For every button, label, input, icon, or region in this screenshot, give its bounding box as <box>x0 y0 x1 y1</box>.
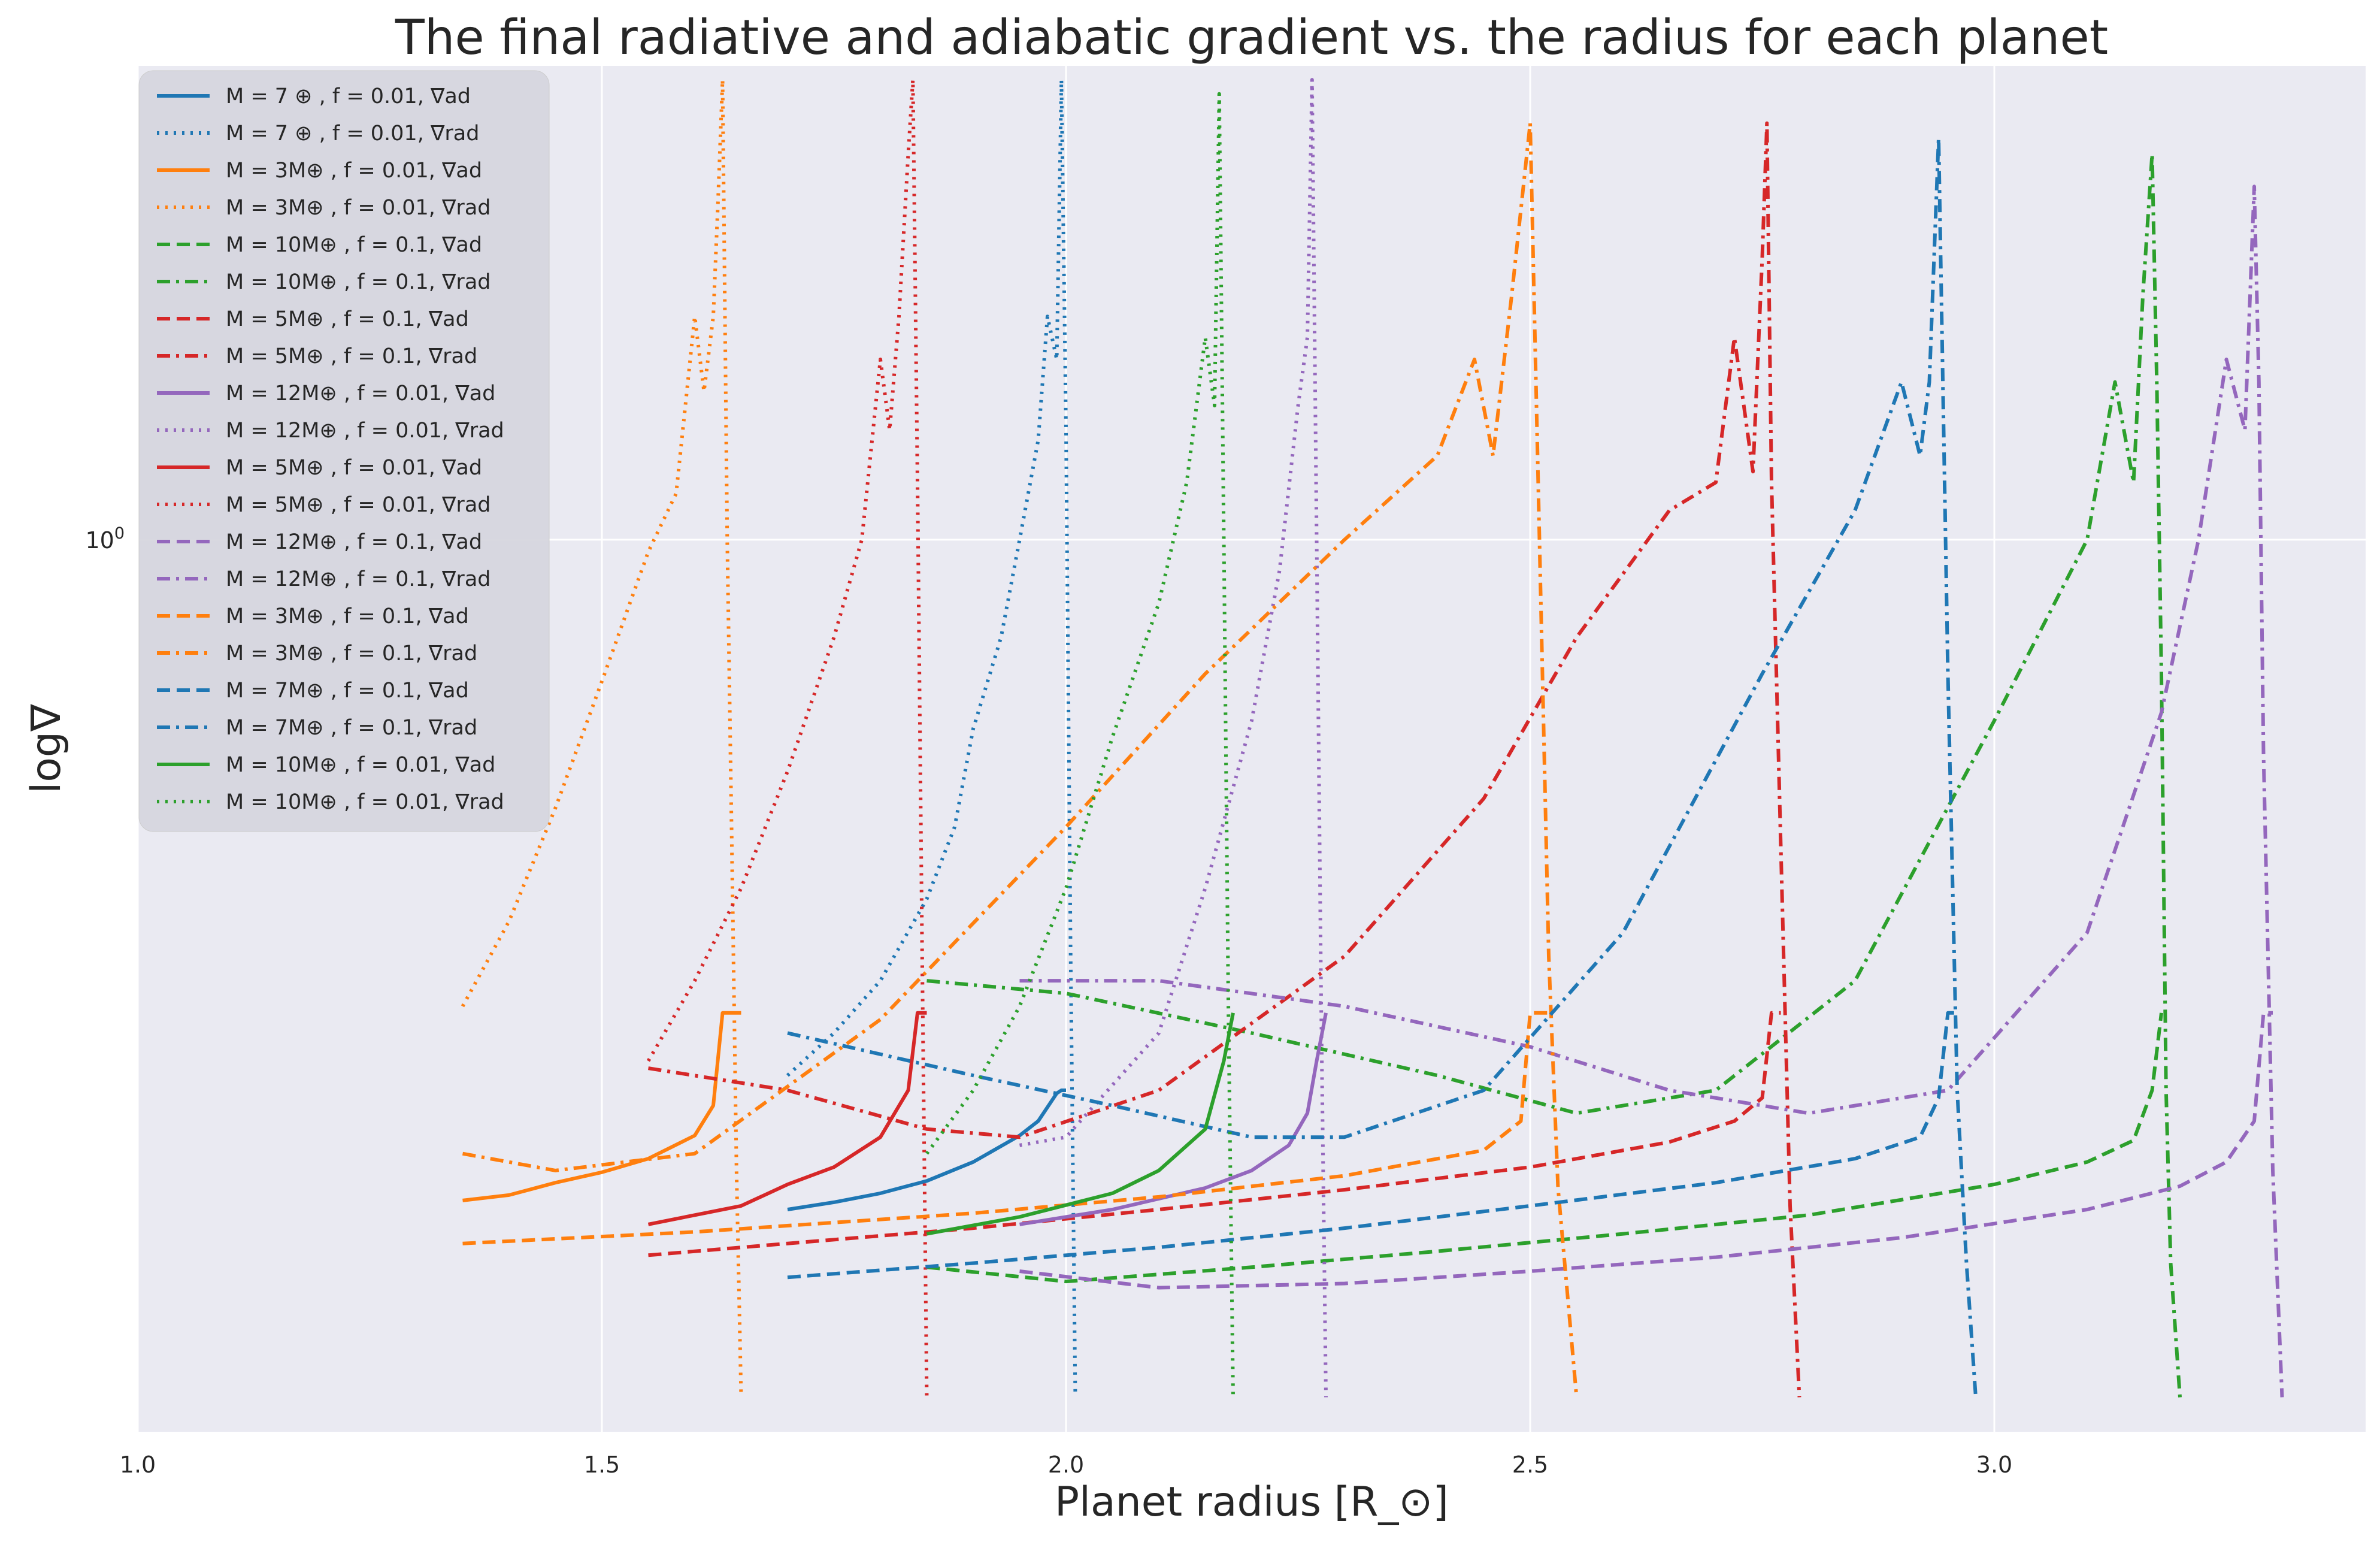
legend-entry: M = 10M⊕ , f = 0.01, ∇rad <box>226 790 504 814</box>
legend-entry: M = 12M⊕ , f = 0.1, ∇ad <box>226 530 482 554</box>
series-line <box>787 1011 1957 1280</box>
series-line <box>462 1011 741 1202</box>
legend-box <box>138 70 550 832</box>
legend-entry: M = 3M⊕ , f = 0.01, ∇rad <box>226 196 491 220</box>
x-axis-label: Planet radius [R_⊙] <box>1055 1478 1449 1526</box>
x-tick-label: 1.0 <box>120 1452 156 1478</box>
tick-labels: 1.0 1.5 2.0 2.5 3.0 100 <box>85 524 2012 1478</box>
grid <box>137 66 2366 1432</box>
series-line <box>926 1012 2163 1284</box>
x-tick-label: 1.5 <box>584 1452 620 1478</box>
series-line <box>647 1011 927 1226</box>
legend-entry: M = 5M⊕ , f = 0.1, ∇ad <box>226 307 469 331</box>
series-line <box>646 78 929 1398</box>
legend-entry: M = 5M⊕ , f = 0.1, ∇rad <box>226 344 477 368</box>
series-line <box>1019 78 1328 1398</box>
series-line <box>787 1089 1066 1211</box>
series-line <box>1019 1011 2273 1290</box>
legend-entry: M = 10M⊕ , f = 0.1, ∇rad <box>226 270 491 294</box>
x-tick-label: 2.5 <box>1512 1452 1548 1478</box>
series-line <box>926 1012 1235 1236</box>
series-line <box>648 121 1801 1398</box>
series-line <box>648 1011 1781 1257</box>
x-tick-label: 3.0 <box>1976 1452 2012 1478</box>
x-tick-label: 2.0 <box>1048 1452 1084 1478</box>
series-line <box>462 121 1579 1398</box>
chart-title: The final radiative and adiabatic gradie… <box>395 10 2108 65</box>
legend-entry: M = 7M⊕ , f = 0.1, ∇rad <box>226 716 477 740</box>
legend-entry: M = 10M⊕ , f = 0.1, ∇ad <box>226 233 482 257</box>
series-line <box>461 78 743 1398</box>
legend-entry: M = 5M⊕ , f = 0.01, ∇ad <box>226 456 482 480</box>
legend-entry: M = 5M⊕ , f = 0.01, ∇rad <box>226 493 491 517</box>
x-axis-label-text: Planet radius [R_⊙] <box>1055 1478 1449 1526</box>
series-line <box>1019 185 2284 1398</box>
legend-entry: M = 12M⊕ , f = 0.1, ∇rad <box>226 567 491 591</box>
series-line <box>1019 1012 1328 1226</box>
legend-entry: M = 3M⊕ , f = 0.01, ∇ad <box>226 159 482 183</box>
y-axis-label: log∇ <box>23 704 70 794</box>
legend-entry: M = 3M⊕ , f = 0.1, ∇ad <box>226 604 469 628</box>
series-group <box>461 78 2284 1398</box>
legend-entry: M = 7M⊕ , f = 0.1, ∇ad <box>226 679 469 703</box>
legend-entry: M = 10M⊕ , f = 0.01, ∇ad <box>226 753 495 777</box>
legend: M = 7 ⊕ , f = 0.01, ∇ad M = 7 ⊕ , f = 0.0… <box>138 70 550 832</box>
series-line <box>926 152 2182 1398</box>
legend-entry: M = 3M⊕ , f = 0.1, ∇rad <box>226 642 477 666</box>
legend-entry: M = 12M⊕ , f = 0.01, ∇rad <box>226 419 504 443</box>
y-tick-label: 100 <box>85 524 125 554</box>
legend-entry: M = 12M⊕ , f = 0.01, ∇ad <box>226 382 495 406</box>
legend-entry: M = 7 ⊕ , f = 0.01, ∇rad <box>226 122 479 146</box>
legend-entry: M = 7 ⊕ , f = 0.01, ∇ad <box>226 84 471 108</box>
series-line <box>462 1011 1549 1245</box>
